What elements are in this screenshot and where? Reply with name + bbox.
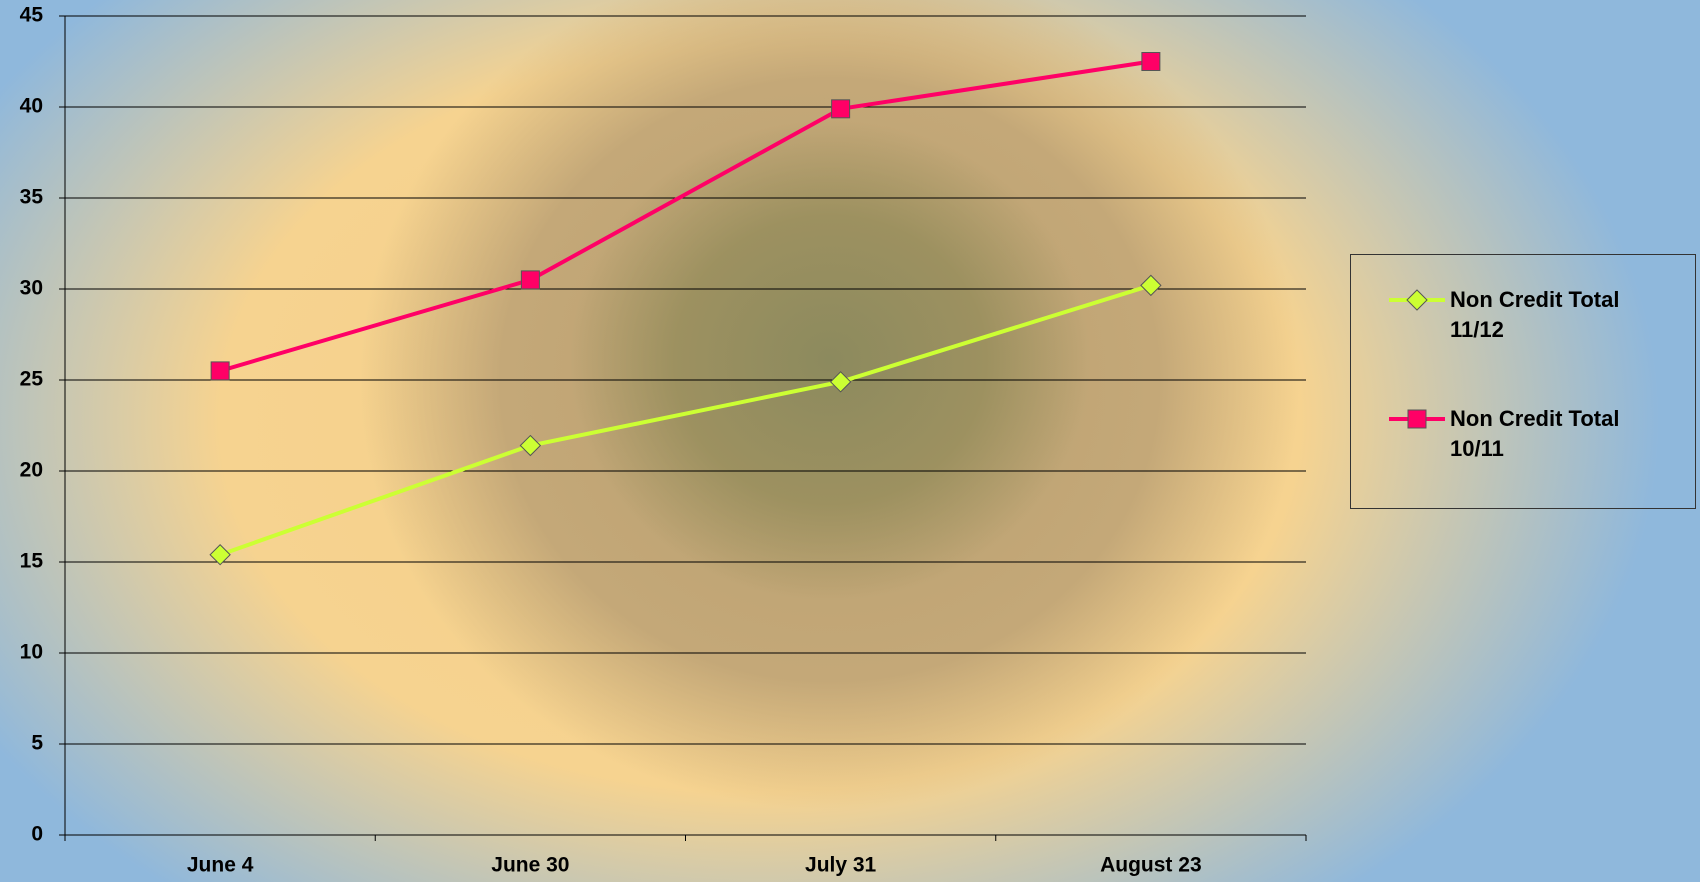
y-tick-label: 5 (31, 732, 43, 755)
marker (519, 434, 542, 457)
marker (1141, 52, 1161, 71)
y-tick-label: 0 (31, 823, 43, 846)
y-tick-label: 10 (20, 641, 43, 664)
series-line (219, 59, 1152, 373)
legend-entry: Non Credit Total 11/12 (1351, 285, 1695, 345)
legend-label: Non Credit Total 11/12 (1450, 287, 1620, 342)
marker (1407, 409, 1427, 429)
legend-swatch (1389, 409, 1445, 429)
x-tick-label: August 23 (1100, 854, 1202, 877)
y-tick-label: 35 (20, 186, 44, 209)
marker (1406, 289, 1428, 311)
marker (1140, 274, 1162, 297)
y-tick-label: 45 (20, 4, 44, 27)
legend: Non Credit Total 11/12 Non Credit Total 1… (1350, 254, 1696, 509)
legend-label: Non Credit Total 10/11 (1450, 406, 1620, 461)
y-tick-label: 30 (20, 277, 43, 300)
marker (520, 270, 540, 290)
x-tick-label: July 31 (805, 854, 877, 877)
marker (831, 99, 851, 119)
legend-swatch (1389, 289, 1445, 311)
y-tick-label: 15 (20, 550, 44, 573)
y-tick-label: 40 (20, 95, 43, 118)
x-tick-label: June 4 (187, 854, 254, 877)
marker (209, 544, 231, 566)
y-tick-label: 25 (20, 368, 44, 391)
marker (829, 371, 852, 393)
y-tick-label: 20 (20, 459, 43, 482)
marker (210, 361, 230, 381)
x-tick-label: June 30 (491, 854, 569, 877)
series-line (219, 283, 1152, 557)
legend-entry: Non Credit Total 10/11 (1351, 404, 1695, 464)
